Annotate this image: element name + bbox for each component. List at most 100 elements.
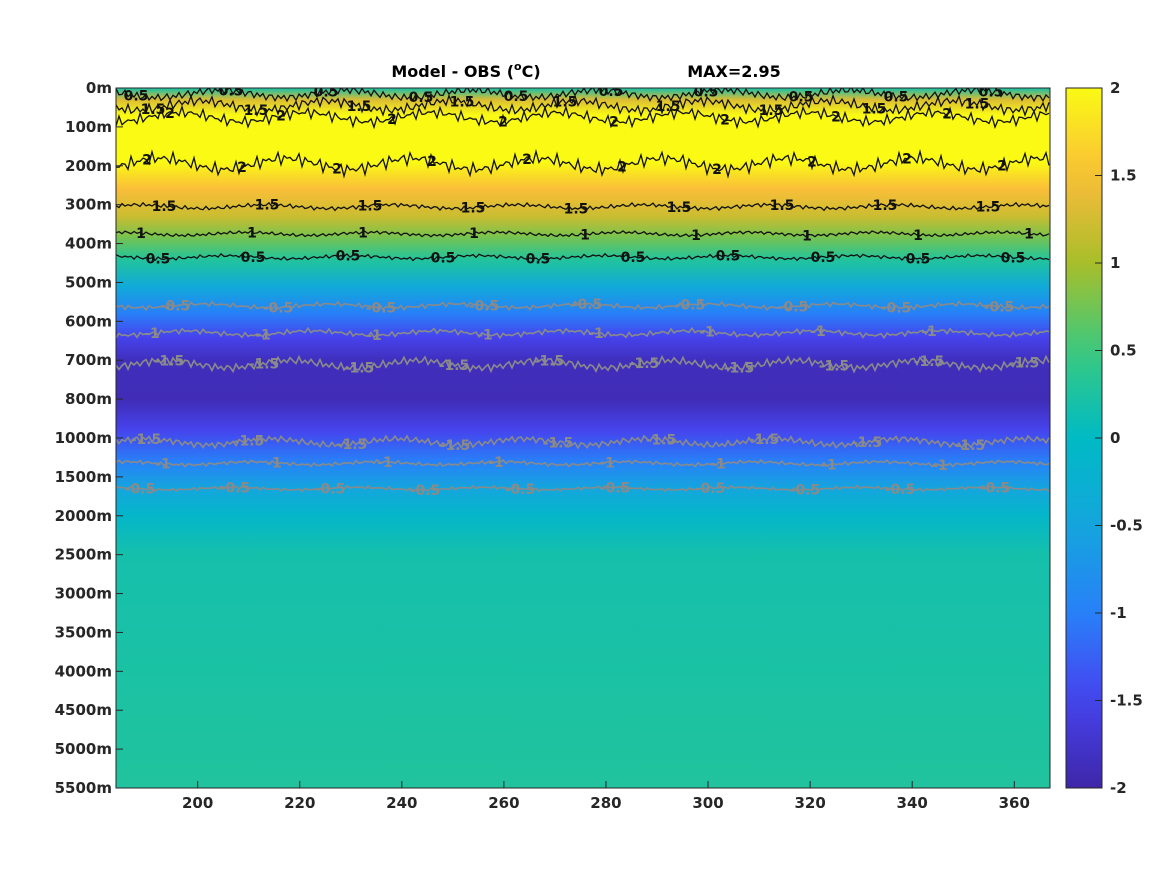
contour-label: 2 [276,109,286,125]
contour-label: 1.5 [255,198,280,214]
contour-label: -1 [810,324,826,340]
contour-label: 1 [136,226,146,242]
contour-label: -1.5 [1009,355,1040,371]
contour-label: 0.5 [526,252,551,268]
contour-label: -1.5 [534,354,565,370]
contour-label: -0.5 [469,298,500,314]
contour-line [116,326,1050,340]
max-label: MAX=2.95 [687,62,781,81]
contour-label: 2 [902,152,912,168]
contour-label: -1.5 [154,353,185,369]
contour-label: -0.5 [885,482,916,498]
y-tick-label: 2000m [55,507,112,525]
colorbar: 2 1.5 1 0.5 0 -0.5 -1 -1.5 -2 [1065,79,1143,797]
contour-label: -0.5 [675,298,706,314]
contour-label: 1.5 [873,198,898,214]
contour-label: -0.5 [881,301,912,317]
contour-label: 2 [807,155,817,171]
x-tick-label: 240 [386,794,417,812]
contour-label: -0.5 [695,481,726,497]
colorbar-tick-label: 0 [1110,429,1120,447]
contour-label: 1 [580,227,590,243]
contour-label: -1 [821,458,837,474]
y-axis: 0m 100m 200m 300m 400m 500m 600m 700m 800m 1000m 1… [55,79,123,797]
y-tick-label: 500m [65,273,112,291]
contour-label: -1 [266,456,282,472]
contour-label: 1.5 [347,99,372,115]
contour-label: 1 [913,228,923,244]
contour-line [116,300,1050,312]
contour-label: 0.5 [146,252,171,268]
contour-label: 0.5 [979,84,1004,100]
contour-label: 1.5 [862,102,887,118]
contour-label: 1.5 [564,201,589,217]
contour-label: 0.5 [504,89,529,105]
contour-label: -1.5 [131,432,162,448]
contour-line [116,252,1050,262]
contour-label: 2 [142,152,152,168]
contour-label: 2 [942,106,952,122]
contour-line [116,484,1050,493]
contour-line [116,93,1050,118]
contour-label: 0.5 [716,249,741,265]
y-tick-label: 4500m [55,701,112,719]
x-tick-label: 360 [999,794,1030,812]
y-tick-label: 1000m [55,429,112,447]
contour-lines [116,88,1050,493]
contour-label: 1.5 [244,103,269,119]
y-tick-label: 2500m [55,546,112,564]
contour-label: -1.5 [629,356,660,372]
contour-label: -1.5 [914,354,945,370]
contour-label: -1.5 [439,358,470,374]
contour-label: 2 [831,109,841,125]
contour-label: 0.5 [431,250,456,266]
contour-label: 1.5 [553,95,578,111]
contour-label: -0.5 [315,481,346,497]
contour-label: -1 [599,456,615,472]
chart-title: Model - OBS (oC) [391,60,540,81]
y-tick-label: 0m [86,79,112,97]
contour-label: -1 [155,457,171,473]
x-tick-label: 220 [284,794,315,812]
contour-label: 1.5 [759,103,784,119]
contour-label: 2 [498,114,508,130]
y-tick-label: 400m [65,235,112,253]
contour-label: 2 [720,113,730,129]
contour-labels: 0.5 0.5 0.5 0.5 0.5 0.5 0.5 0.5 0.5 0.51.5 1.5 1.5 1… [124,84,1040,499]
contour-label: -0.5 [366,300,397,316]
contour-label: 2 [997,159,1007,175]
colorbar-ticks: 2 1.5 1 0.5 0 -0.5 -1 -1.5 -2 [1095,79,1143,797]
y-tick-label: 5000m [55,740,112,758]
y-tick-label: 5500m [55,779,112,797]
y-tick-label: 3500m [55,623,112,641]
contour-label: 2 [712,162,722,178]
x-tick-label: 280 [590,794,621,812]
x-tick-label: 320 [794,794,825,812]
y-tick-label: 300m [65,196,112,214]
contour-label: 0.5 [314,85,339,101]
contour-label: -0.5 [980,480,1011,496]
contour-label: 2 [387,112,397,128]
contour-label: -1.5 [344,361,375,377]
colorbar-tick-label: 2 [1110,79,1120,97]
contour-label: 0.5 [599,84,624,100]
contour-label: -1.5 [724,361,755,377]
contour-label: -1 [377,455,393,471]
colorbar-tick-label: 1.5 [1110,167,1137,185]
x-tick-label: 260 [488,794,519,812]
contour-label: 2 [609,115,619,131]
contour-label: -0.5 [263,300,294,316]
contour-label: 1.5 [770,198,795,214]
contour-label: 2 [522,152,532,168]
contour-label: 0.5 [124,89,149,105]
contour-line [116,434,1050,450]
contour-label: 1.5 [976,200,1001,216]
contour-label: -0.5 [572,297,603,313]
contour-label: 2 [617,159,627,175]
contour-label: 1.5 [450,94,475,110]
x-axis: 200 220 240 260 280 300 320 340 360 [182,781,1030,812]
contour-line [116,104,1050,130]
y-tick-label: 600m [65,312,112,330]
title-superscript: o [514,60,522,73]
